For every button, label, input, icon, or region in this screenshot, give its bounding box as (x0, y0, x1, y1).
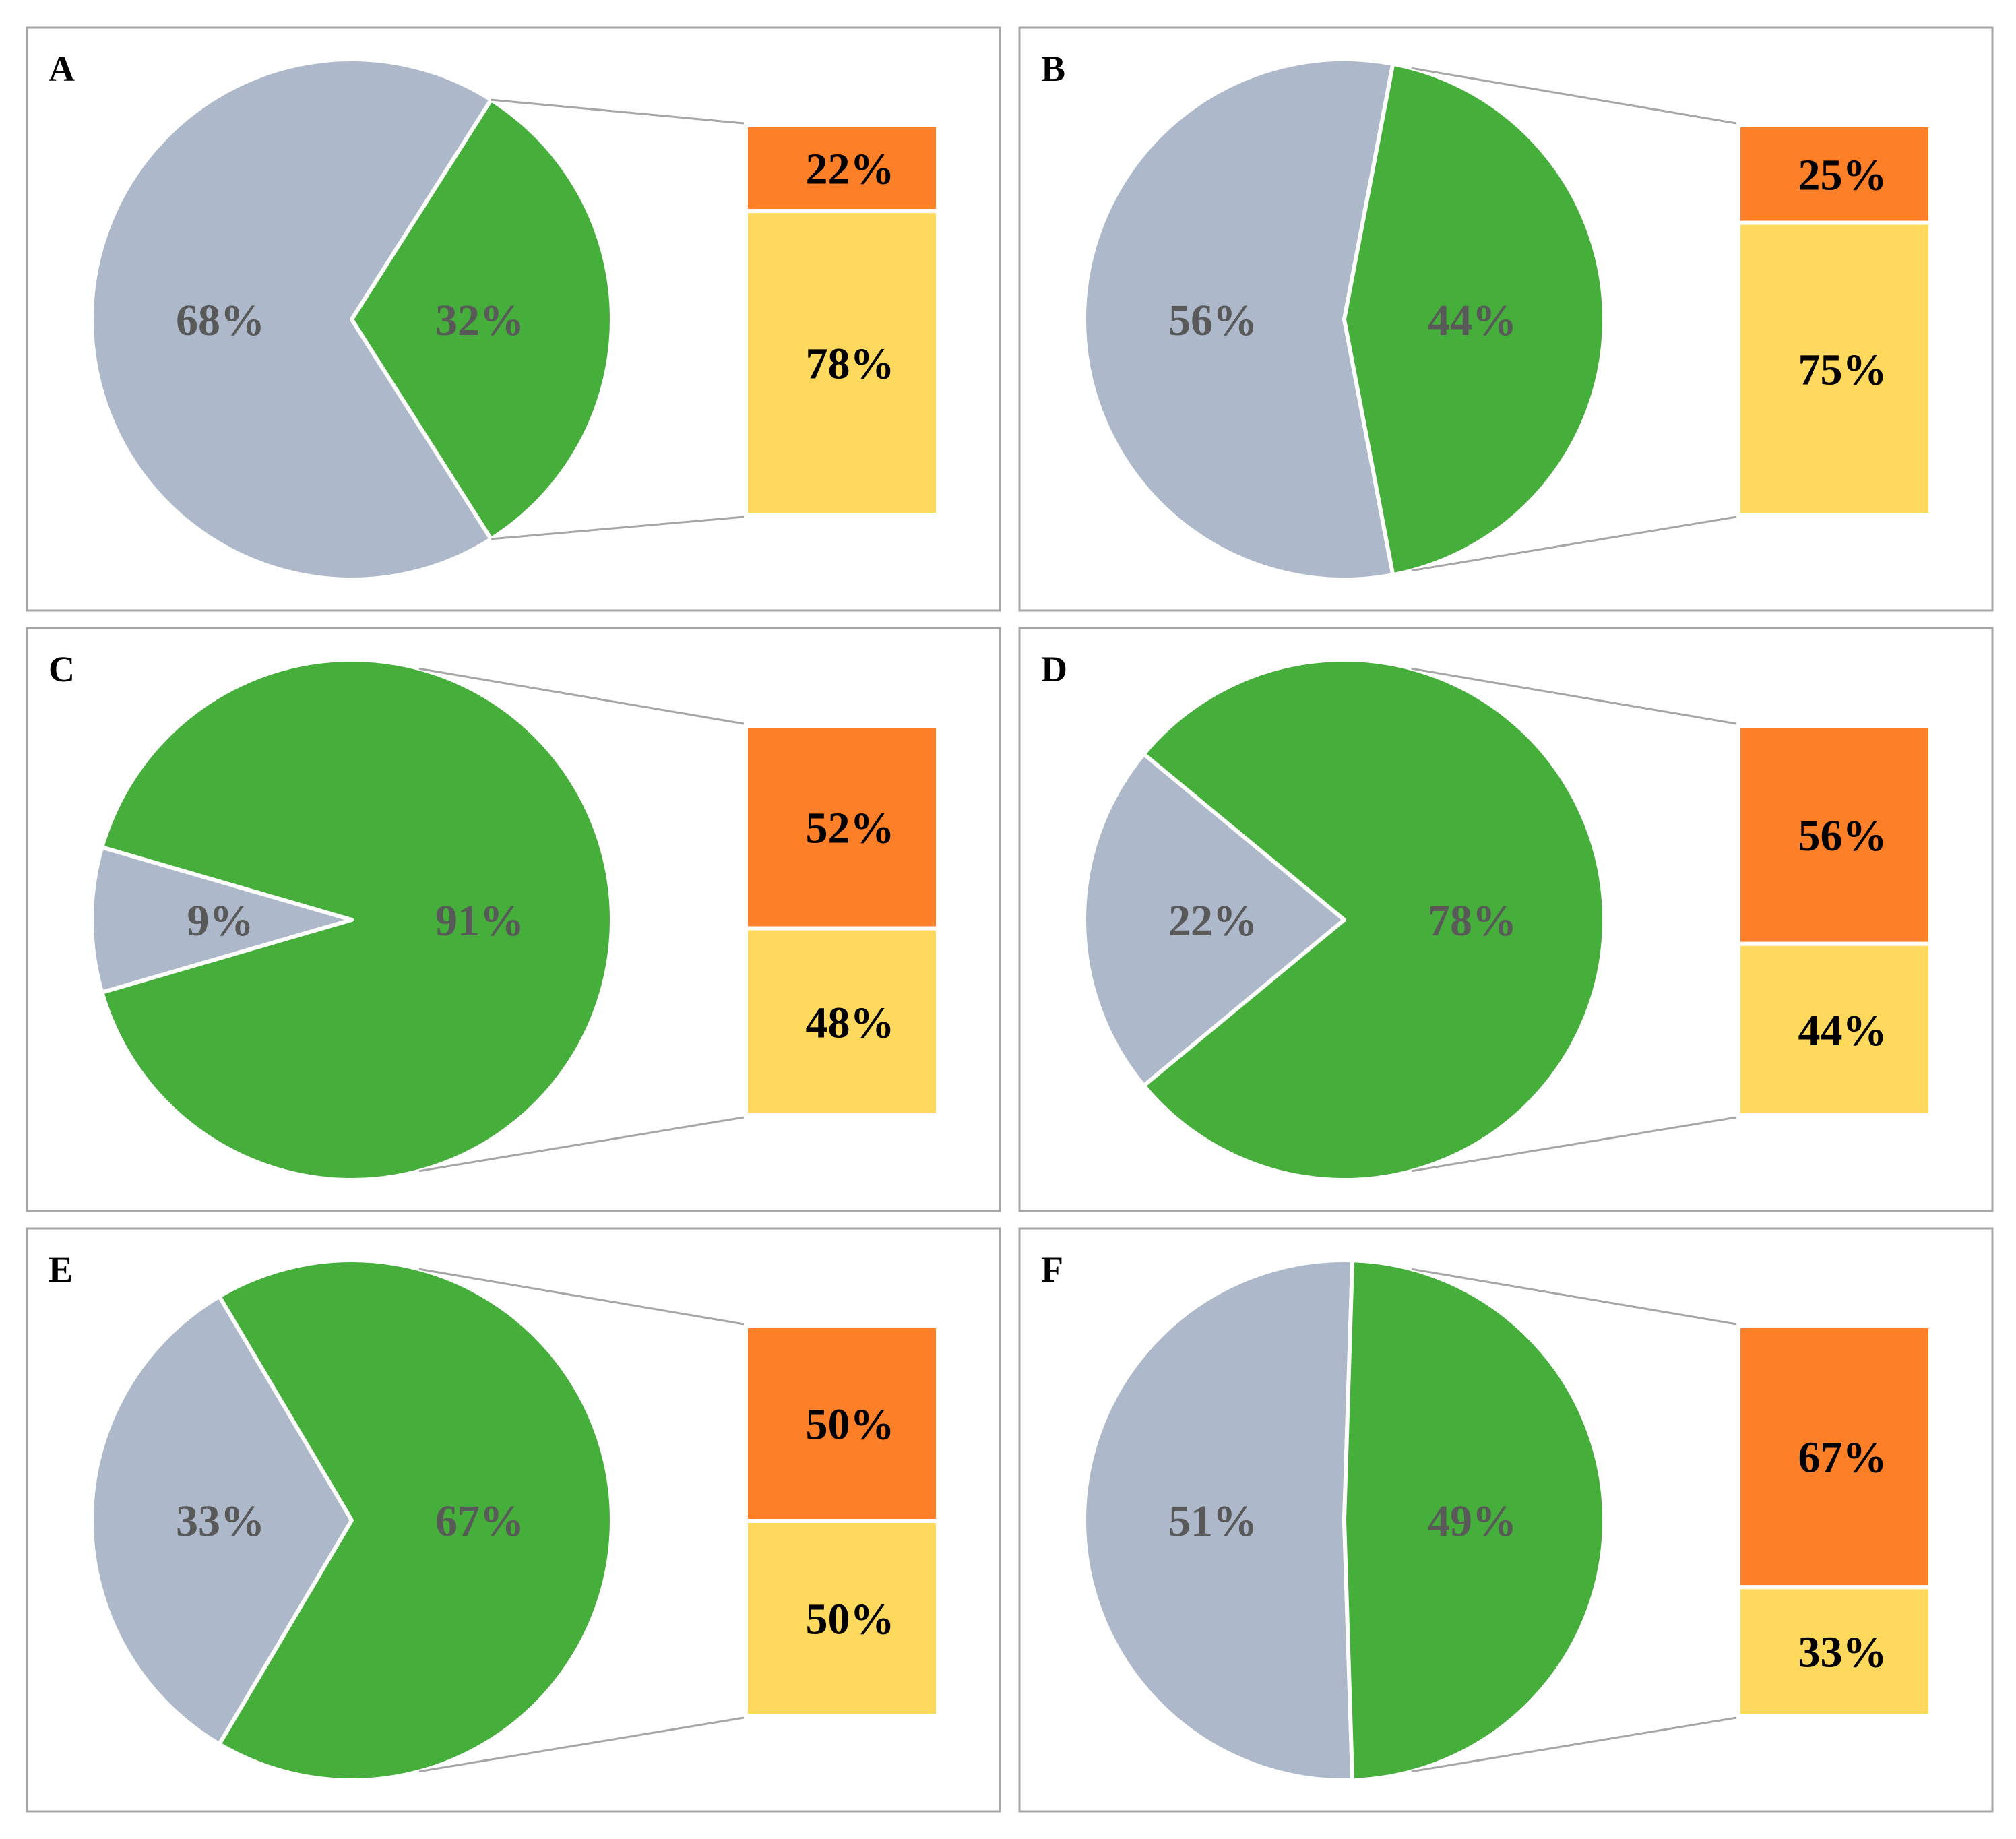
panel-letter: E (49, 1249, 73, 1290)
pie-label-gray: 9% (187, 896, 254, 945)
connector-line-bottom (1411, 1716, 1737, 1773)
connector-line-bottom (418, 1116, 745, 1173)
connector-line-bottom (1411, 516, 1737, 572)
panel-d: D 22% 78% 56% 44% (1018, 627, 1994, 1212)
pie-slice-green (217, 1258, 614, 1782)
bar-label-orange: 25% (1798, 150, 1887, 199)
bar-segment-yellow (1736, 1585, 1932, 1718)
bar-label-yellow: 78% (806, 340, 895, 389)
pie-slice-green (1141, 658, 1606, 1182)
connector-line-top (1411, 67, 1737, 125)
bar-segment-orange (744, 123, 940, 214)
pie-slice-green (1342, 1258, 1606, 1782)
pie-slice-gray (90, 845, 354, 995)
pie-label-green: 67% (435, 1497, 524, 1546)
bar-segment-orange (1736, 123, 1932, 225)
bar-label-yellow: 50% (806, 1595, 895, 1644)
panel-letter: C (49, 649, 75, 689)
pie-label-gray: 33% (176, 1497, 265, 1546)
connector-line-top (418, 667, 745, 725)
connector-line-bottom (1411, 1116, 1737, 1173)
panel-a: A 68% 32% 22% 78% (26, 26, 1001, 612)
bar-label-orange: 22% (806, 145, 895, 194)
panel-letter: A (49, 49, 75, 89)
connector-line-bottom (418, 1716, 745, 1773)
bar-segment-orange (1736, 1324, 1932, 1590)
pie-slice-gray (1082, 1258, 1355, 1782)
bar-label-yellow: 48% (806, 998, 895, 1047)
panel-f: F 51% 49% 67% 33% (1018, 1227, 1994, 1813)
pie-label-green: 78% (1428, 896, 1517, 945)
connector-line-top (1411, 1268, 1737, 1326)
pie-label-green: 32% (435, 296, 524, 345)
pie-label-gray: 22% (1168, 896, 1257, 945)
bar-label-orange: 52% (806, 803, 895, 852)
bar-segment-orange (744, 1324, 940, 1523)
connector-line-top (1411, 667, 1737, 725)
bar-segment-yellow (1736, 220, 1932, 517)
bar-label-orange: 50% (806, 1400, 895, 1450)
pie-label-green: 44% (1428, 296, 1517, 345)
pie-label-green: 91% (435, 896, 524, 945)
pie-label-green: 49% (1428, 1497, 1517, 1546)
bar-label-orange: 56% (1798, 811, 1887, 861)
bar-segment-yellow (1736, 941, 1932, 1117)
panel-e: E 33% 67% 50% 50% (26, 1227, 1001, 1813)
panel-letter: B (1041, 49, 1065, 89)
pie-label-gray: 51% (1168, 1497, 1257, 1546)
pie-slice-gray (1082, 57, 1395, 582)
connector-line-top (418, 1268, 745, 1326)
pie-slice-gray (90, 1294, 354, 1747)
panel-letter: F (1041, 1249, 1063, 1290)
pie-slice-green (100, 658, 614, 1182)
panel-c: C 9% 91% 52% 48% (26, 627, 1001, 1212)
connector-line-bottom (491, 516, 745, 540)
pie-label-gray: 56% (1168, 296, 1257, 345)
bar-label-yellow: 75% (1798, 345, 1887, 394)
bar-label-yellow: 44% (1798, 1006, 1887, 1055)
bar-segment-yellow (744, 209, 940, 517)
panel-letter: D (1041, 649, 1067, 689)
bar-segment-yellow (744, 926, 940, 1117)
connector-line-top (491, 98, 745, 125)
pie-slice-gray (1082, 751, 1346, 1088)
bar-label-yellow: 33% (1798, 1628, 1887, 1677)
bar-segment-orange (1736, 724, 1932, 946)
bar-segment-orange (744, 724, 940, 931)
pie-slice-green (350, 98, 614, 541)
panel-b: B 56% 44% 25% 75% (1018, 26, 1994, 612)
bar-label-orange: 67% (1798, 1433, 1887, 1483)
bar-segment-yellow (744, 1519, 940, 1718)
pie-label-gray: 68% (176, 296, 265, 345)
pie-slice-gray (90, 57, 493, 582)
pie-slice-green (1342, 61, 1606, 578)
